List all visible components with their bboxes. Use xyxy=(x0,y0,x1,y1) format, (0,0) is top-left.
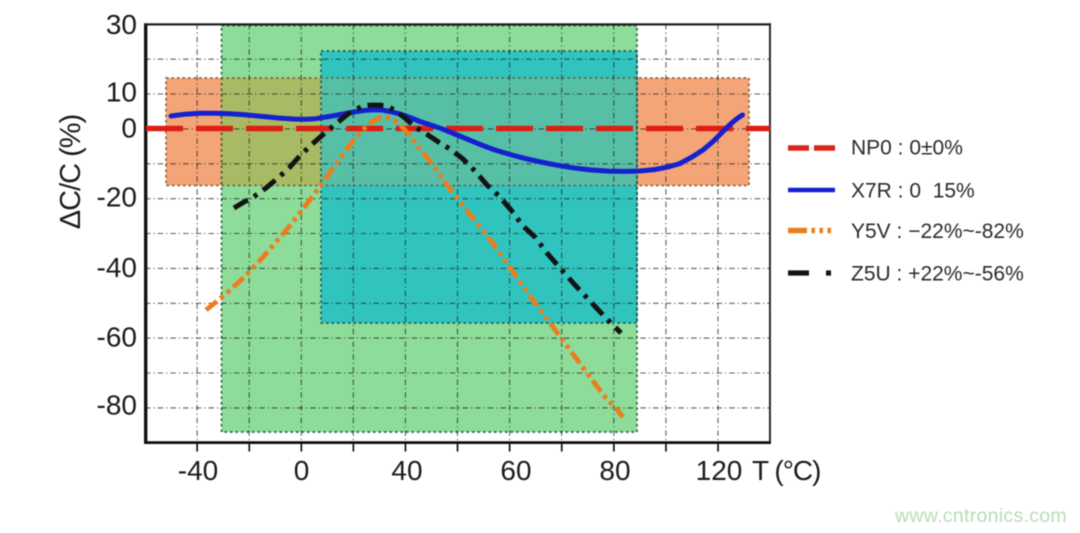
svg-text:120: 120 xyxy=(696,455,743,486)
svg-text:T (°C): T (°C) xyxy=(752,455,820,486)
svg-text:0: 0 xyxy=(294,455,310,486)
svg-text:-80: -80 xyxy=(97,390,137,421)
svg-text:40: 40 xyxy=(391,455,422,486)
svg-text:30: 30 xyxy=(106,9,137,40)
svg-text:-40: -40 xyxy=(178,455,218,486)
svg-text:X7R : 0 15%: X7R : 0 15% xyxy=(851,180,975,203)
svg-text:-40: -40 xyxy=(97,252,137,283)
svg-text:60: 60 xyxy=(500,455,531,486)
svg-text:10: 10 xyxy=(106,77,137,108)
svg-text:ΔC/C (%): ΔC/C (%) xyxy=(55,115,87,229)
svg-text:80: 80 xyxy=(599,455,630,486)
svg-text:0: 0 xyxy=(121,113,137,144)
svg-text:Z5U : +22%~-56%: Z5U : +22%~-56% xyxy=(851,263,1024,286)
svg-text:www.cntronics.com: www.cntronics.com xyxy=(894,505,1067,527)
svg-text:Y5V : −22%~-82%: Y5V : −22%~-82% xyxy=(851,220,1024,243)
svg-text:NP0 : 0±0%: NP0 : 0±0% xyxy=(851,137,963,160)
svg-text:-20: -20 xyxy=(97,182,137,213)
svg-text:-60: -60 xyxy=(97,322,137,353)
